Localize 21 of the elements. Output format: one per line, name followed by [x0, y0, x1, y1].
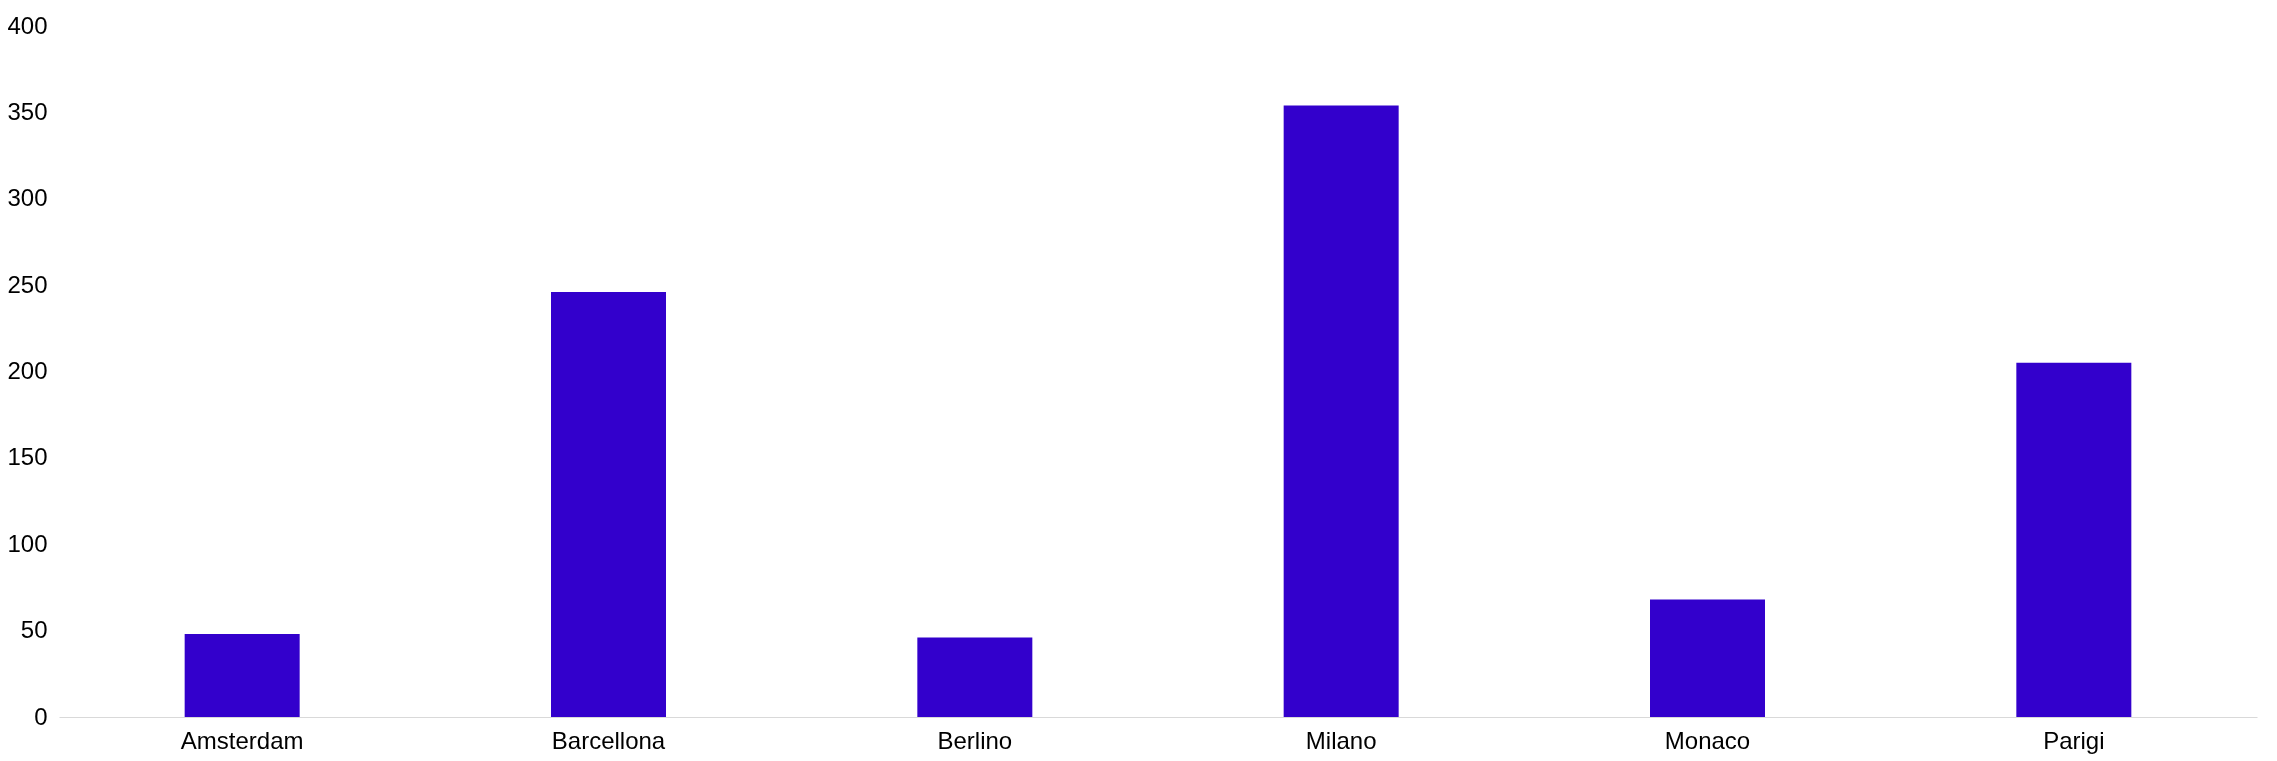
x-tick-label: Barcellona — [551, 726, 666, 754]
bar — [2016, 362, 2132, 717]
x-tick-label: Parigi — [2043, 726, 2105, 754]
bar — [184, 634, 300, 717]
y-tick-label: 350 — [7, 97, 48, 125]
y-tick-label: 200 — [7, 357, 48, 384]
y-tick-label: 50 — [20, 616, 48, 644]
x-tick-label: Berlino — [937, 726, 1013, 754]
bar — [1283, 105, 1399, 717]
x-tick-label: Amsterdam — [180, 726, 304, 754]
y-tick-label: 150 — [7, 443, 48, 471]
y-tick-label: 250 — [7, 270, 48, 298]
y-tick-label: 100 — [7, 529, 48, 557]
y-tick-label: 400 — [7, 11, 48, 39]
bar — [551, 292, 666, 717]
bar — [917, 637, 1033, 717]
bar — [1650, 599, 1765, 717]
y-tick-label: 300 — [7, 184, 48, 212]
y-tick-label: 0 — [34, 702, 48, 730]
x-tick-label: Monaco — [1664, 726, 1751, 754]
x-tick-label: Milano — [1305, 726, 1377, 754]
